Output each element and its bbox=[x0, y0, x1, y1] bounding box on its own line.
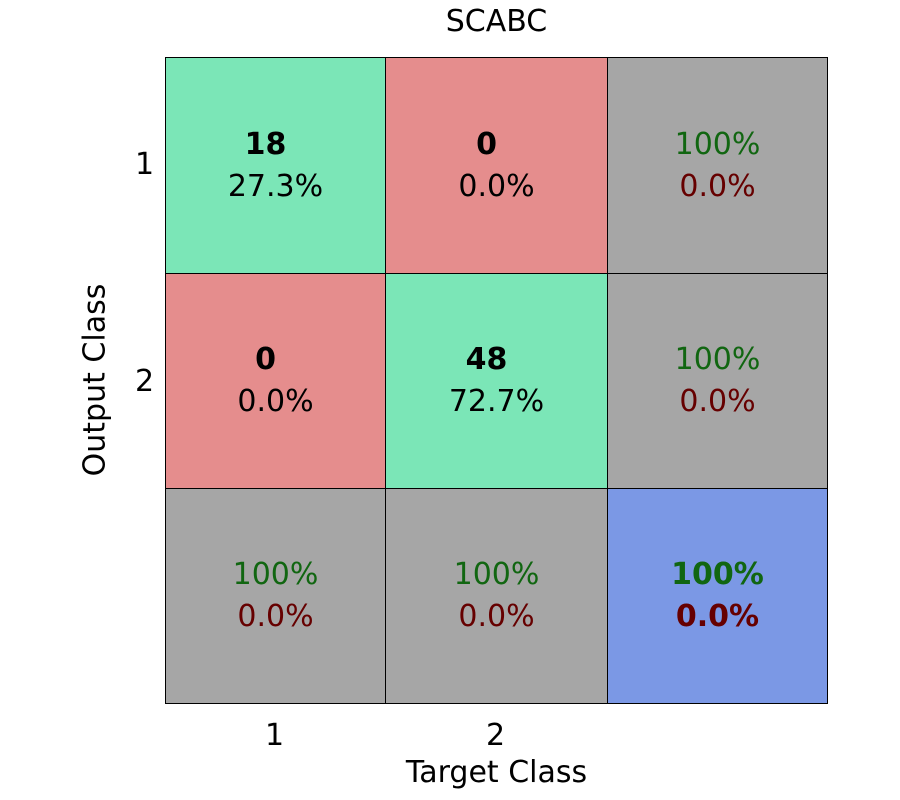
column-summary-1-correct: 100% bbox=[232, 557, 319, 592]
cell-r1-c2-count: 0 bbox=[476, 126, 497, 162]
cell-r1-c1-percent: 27.3% bbox=[227, 168, 324, 204]
column-summary-1: 100% 0.0% bbox=[166, 489, 386, 703]
cell-r2-c2-percent: 72.7% bbox=[448, 384, 545, 419]
row-summary-1-error: 0.0% bbox=[679, 168, 756, 204]
cell-r2-c2: 48 72.7% bbox=[386, 274, 608, 489]
y-tick-label-2: 2 bbox=[135, 364, 155, 399]
chart-title: SCABC bbox=[445, 4, 548, 39]
cell-r1-c2: 0 0.0% bbox=[386, 58, 608, 274]
row-summary-2: 100% 0.0% bbox=[608, 274, 827, 489]
y-tick-label-1: 1 bbox=[135, 147, 155, 182]
y-axis-label: Output Class bbox=[77, 283, 113, 477]
cell-r1-c1-count: 18 bbox=[244, 126, 287, 162]
x-tick-label-1: 1 bbox=[265, 718, 285, 753]
overall-correct: 100% bbox=[671, 557, 764, 592]
column-summary-2-correct: 100% bbox=[453, 557, 540, 592]
row-summary-2-error: 0.0% bbox=[679, 384, 756, 419]
overall-summary: 100% 0.0% bbox=[608, 489, 827, 703]
cell-r1-c2-percent: 0.0% bbox=[458, 168, 535, 204]
column-summary-1-error: 0.0% bbox=[237, 599, 314, 634]
cell-r2-c1-count: 0 bbox=[255, 342, 276, 377]
cell-r2-c1: 0 0.0% bbox=[166, 274, 386, 489]
overall-error: 0.0% bbox=[675, 599, 760, 634]
cell-r2-c1-percent: 0.0% bbox=[237, 384, 314, 419]
row-summary-2-correct: 100% bbox=[674, 342, 761, 377]
cell-r2-c2-count: 48 bbox=[465, 342, 508, 377]
confusion-matrix-grid: 18 27.3% 0 0.0% 100% 0.0% 0 0.0% 48 72.7… bbox=[165, 57, 828, 704]
column-summary-2-error: 0.0% bbox=[458, 599, 535, 634]
column-summary-2: 100% 0.0% bbox=[386, 489, 608, 703]
row-summary-1: 100% 0.0% bbox=[608, 58, 827, 274]
row-summary-1-correct: 100% bbox=[674, 126, 761, 162]
x-axis-label: Target Class bbox=[405, 755, 588, 790]
cell-r1-c1: 18 27.3% bbox=[166, 58, 386, 274]
x-tick-label-2: 2 bbox=[486, 718, 506, 753]
